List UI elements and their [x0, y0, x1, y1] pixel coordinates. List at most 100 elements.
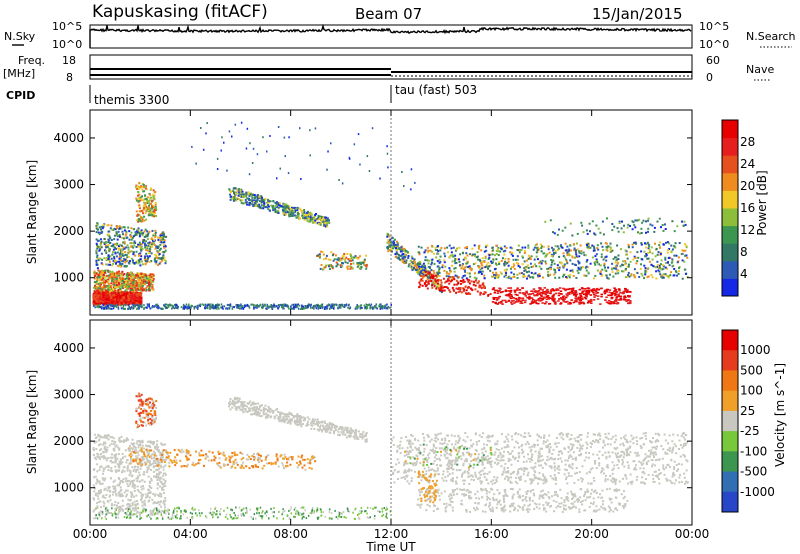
echo-cell [410, 255, 413, 258]
echo-cell [295, 216, 298, 219]
echo-cell [243, 202, 246, 205]
echo-cell [580, 295, 583, 298]
echo-cell [376, 307, 378, 310]
echo-cell [381, 305, 383, 307]
echo-cell [129, 279, 132, 282]
echo-cell [662, 276, 665, 279]
echo-cell [138, 261, 141, 264]
echo-cell [119, 287, 122, 290]
echo-cell [106, 285, 109, 287]
echo-cell [644, 273, 647, 276]
echo-cell [490, 262, 493, 264]
echo-cell [121, 236, 123, 239]
echo-cell [134, 284, 137, 287]
echo-cell [406, 251, 409, 254]
echo-cell [336, 304, 338, 307]
echo-cell [141, 216, 144, 219]
echo-cell [150, 260, 153, 263]
echo-cell [319, 255, 321, 258]
echo-cell [155, 262, 158, 265]
echo-cell [145, 202, 148, 205]
echo-cell [552, 259, 555, 262]
echo-cell [238, 193, 241, 196]
echo-cell [96, 222, 99, 225]
echo-cell [641, 258, 644, 261]
echo-cell [119, 259, 122, 261]
echo-cell [499, 291, 503, 294]
echo-cell [450, 270, 452, 273]
echo-cell [438, 270, 440, 272]
echo-cell [108, 260, 111, 263]
echo-cell [484, 265, 487, 268]
echo-cell [400, 248, 403, 251]
echo-cell [140, 216, 143, 219]
echo-cell [113, 227, 116, 230]
echo-cell [544, 255, 547, 258]
echo-cell [546, 292, 550, 294]
echo-cell [561, 298, 564, 300]
echo-cell [576, 242, 578, 245]
beam-title: Beam 07 [355, 5, 422, 23]
echo-cell [105, 284, 107, 287]
nsky-label: N.Sky [4, 30, 36, 43]
echo-cell [601, 268, 604, 271]
echo-cell [438, 258, 441, 261]
echo-cell [165, 303, 168, 306]
echo-cell [350, 255, 353, 258]
echo-cell [135, 184, 138, 187]
echo-cell [516, 273, 519, 276]
echo-cell [433, 281, 436, 284]
echo-cell [586, 266, 589, 269]
echo-cell [100, 225, 103, 228]
echo-cell [237, 307, 240, 309]
echo-cell [121, 252, 124, 255]
echo-cell [507, 258, 510, 260]
echo-cell [107, 247, 110, 250]
echo-cell [496, 276, 499, 279]
echo-cell [547, 270, 550, 273]
echo-cell [421, 264, 424, 267]
echo-cell [145, 306, 147, 309]
echo-cell [562, 274, 565, 277]
echo-cell [417, 263, 420, 266]
echo-cell [110, 285, 113, 287]
echo-cell [103, 237, 106, 240]
echo-cell [92, 296, 96, 299]
echo-cell [187, 304, 190, 307]
echo-cell [225, 307, 227, 310]
nsky-trace [89, 23, 692, 48]
echo-cell [238, 198, 241, 201]
echo-cell [266, 303, 269, 306]
echo-cell [162, 307, 164, 310]
echo-cell [283, 307, 285, 310]
echo-cell [434, 246, 437, 249]
echo-cell [405, 250, 408, 253]
echo-cell [99, 279, 102, 282]
echo-cell [144, 187, 147, 190]
echo-cell [451, 277, 454, 280]
echo-cell [135, 296, 138, 299]
echo-cell [251, 194, 254, 196]
echo-cell [112, 243, 115, 246]
echo-cell [144, 194, 147, 197]
echo-cell [114, 246, 117, 249]
echo-cell [499, 271, 502, 274]
echo-cell [478, 267, 481, 270]
echo-cell [336, 263, 339, 266]
echo-cell [594, 263, 597, 266]
echo-cell [535, 302, 539, 305]
echo-cell [322, 220, 325, 223]
echo-cell [399, 250, 402, 253]
echo-cell [117, 281, 120, 284]
echo-cell [131, 274, 134, 277]
echo-cell [340, 259, 343, 262]
echo-cell [154, 247, 157, 250]
echo-cell [576, 269, 579, 272]
echo-cell [117, 289, 120, 292]
echo-cell [110, 245, 113, 248]
echo-cell [248, 201, 251, 204]
echo-cell [153, 215, 156, 218]
echo-cell [93, 297, 97, 301]
echo-cell [414, 267, 417, 270]
echo-cell [421, 266, 424, 269]
